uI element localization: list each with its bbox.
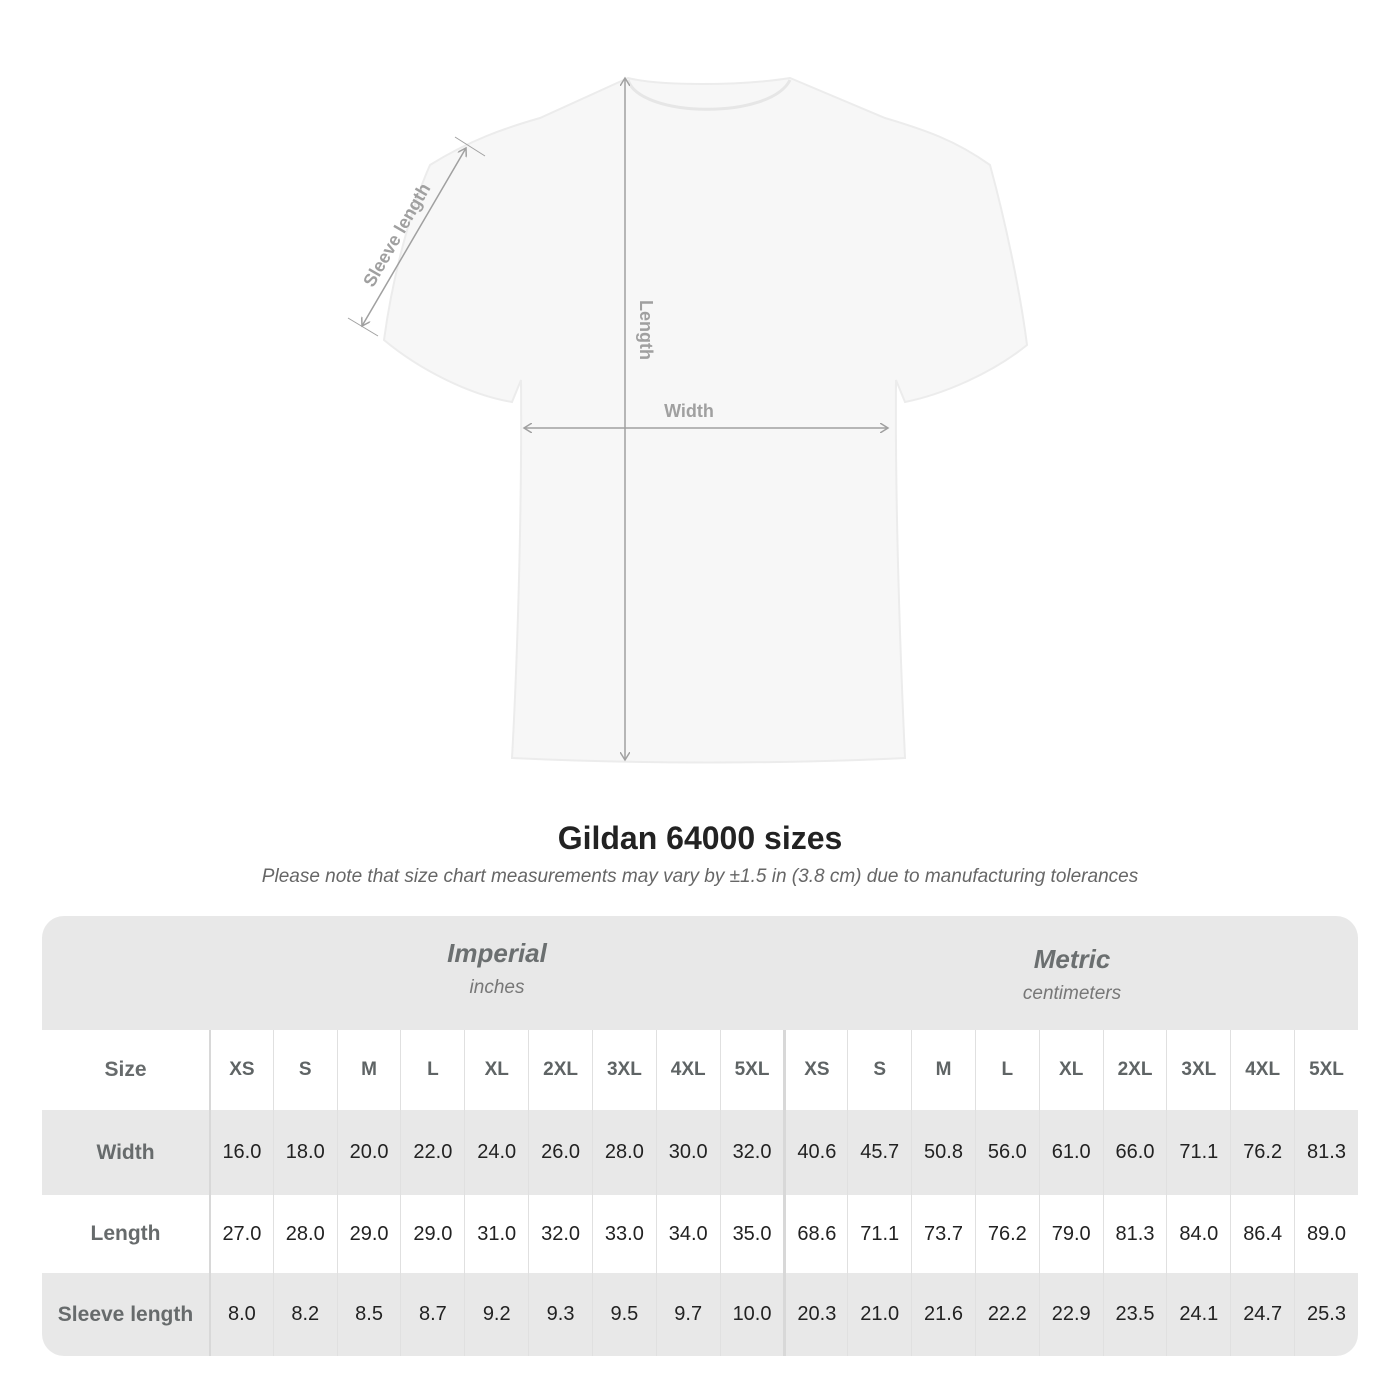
metric-value-cell: 21.0 bbox=[847, 1273, 911, 1356]
imperial-size-header: M bbox=[336, 1030, 401, 1110]
imperial-group: Imperial inches bbox=[209, 938, 785, 999]
table-row: Sleeve length 8.0 8.2 8.5 8.7 9.2 9.3 9.5 9.7 10.… bbox=[42, 1273, 1358, 1356]
sleeve-guide-tick bbox=[347, 317, 379, 337]
imperial-value-cell: 34.0 bbox=[655, 1195, 720, 1273]
imperial-value-cell: 27.0 bbox=[209, 1195, 273, 1273]
table-row: Width 16.0 18.0 20.0 22.0 24.0 26.0 28.0 30.0 32.… bbox=[42, 1110, 1358, 1195]
metric-size-header: 2XL bbox=[1102, 1030, 1167, 1110]
imperial-value-cell: 8.2 bbox=[272, 1273, 337, 1356]
row-label: Width bbox=[96, 1140, 155, 1164]
imperial-value-cell: 9.2 bbox=[464, 1273, 528, 1356]
imperial-value-cell: 31.0 bbox=[464, 1195, 528, 1273]
imperial-size-header: XS bbox=[209, 1030, 273, 1110]
imperial-value-cell: 8.5 bbox=[336, 1273, 401, 1356]
imperial-value-cell: 30.0 bbox=[655, 1110, 720, 1195]
metric-size-header: XL bbox=[1038, 1030, 1103, 1110]
metric-value-cell: 79.0 bbox=[1038, 1195, 1103, 1273]
imperial-size-header: XL bbox=[464, 1030, 528, 1110]
sleeve-guide bbox=[362, 148, 466, 326]
metric-value-cell: 81.3 bbox=[1294, 1110, 1358, 1195]
metric-value-cell: 22.9 bbox=[1038, 1273, 1103, 1356]
metric-title: Metric bbox=[1033, 944, 1111, 974]
metric-size-header: L bbox=[974, 1030, 1039, 1110]
tshirt-diagram: Sleeve length Length Width bbox=[347, 0, 1029, 764]
imperial-value-cell: 9.5 bbox=[591, 1273, 656, 1356]
tolerance-note: Please note that size chart measurements… bbox=[261, 866, 1139, 887]
metric-value-cell: 66.0 bbox=[1102, 1110, 1167, 1195]
collar bbox=[626, 79, 792, 111]
metric-size-header: S bbox=[847, 1030, 911, 1110]
imperial-size-header: 4XL bbox=[655, 1030, 720, 1110]
imperial-value-cell: 9.3 bbox=[528, 1273, 592, 1356]
imperial-value-cell: 29.0 bbox=[400, 1195, 464, 1273]
metric-size-header: 5XL bbox=[1294, 1030, 1358, 1110]
metric-value-cell: 20.3 bbox=[783, 1273, 847, 1356]
metric-value-cell: 76.2 bbox=[1230, 1110, 1294, 1195]
metric-value-cell: 71.1 bbox=[1166, 1110, 1230, 1195]
metric-value-cell: 86.4 bbox=[1230, 1195, 1294, 1273]
metric-value-cell: 22.2 bbox=[974, 1273, 1039, 1356]
imperial-value-cell: 24.0 bbox=[464, 1110, 528, 1195]
size-header-row: Size XS S M L XL 2XL 3XL 4XL 5XL XS S M L XL 2XL 3XL 4XL 5… bbox=[42, 1030, 1358, 1110]
metric-value-cell: 71.1 bbox=[847, 1195, 911, 1273]
metric-value-cell: 76.2 bbox=[974, 1195, 1039, 1273]
row-label: Length bbox=[90, 1222, 161, 1245]
imperial-size-header: S bbox=[272, 1030, 337, 1110]
imperial-value-cell: 28.0 bbox=[272, 1195, 337, 1273]
metric-value-cell: 56.0 bbox=[974, 1110, 1039, 1195]
metric-value-cell: 81.3 bbox=[1102, 1195, 1167, 1273]
length-label: Length bbox=[636, 300, 656, 360]
metric-group: Metric centimeters bbox=[785, 944, 1358, 1005]
imperial-value-cell: 16.0 bbox=[209, 1110, 273, 1195]
page-title: Gildan 64000 sizes bbox=[557, 820, 843, 856]
metric-value-cell: 68.6 bbox=[783, 1195, 847, 1273]
metric-value-cell: 40.6 bbox=[783, 1110, 847, 1195]
imperial-value-cell: 22.0 bbox=[400, 1110, 464, 1195]
sleeve-guide-tick bbox=[454, 136, 486, 157]
imperial-value-cell: 28.0 bbox=[591, 1110, 656, 1195]
row-label: Sleeve length bbox=[57, 1302, 194, 1326]
metric-value-cell: 61.0 bbox=[1038, 1110, 1103, 1195]
imperial-size-header: L bbox=[400, 1030, 464, 1110]
imperial-unit: inches bbox=[469, 977, 525, 998]
imperial-value-cell: 35.0 bbox=[719, 1195, 784, 1273]
metric-value-cell: 24.1 bbox=[1166, 1273, 1230, 1356]
imperial-value-cell: 32.0 bbox=[719, 1110, 784, 1195]
imperial-size-header: 5XL bbox=[719, 1030, 784, 1110]
imperial-value-cell: 8.7 bbox=[400, 1273, 464, 1356]
metric-size-header: XS bbox=[783, 1030, 847, 1110]
metric-value-cell: 45.7 bbox=[847, 1110, 911, 1195]
imperial-value-cell: 9.7 bbox=[655, 1273, 720, 1356]
row-label: Size bbox=[104, 1058, 147, 1081]
imperial-value-cell: 33.0 bbox=[591, 1195, 656, 1273]
metric-size-header: M bbox=[911, 1030, 975, 1110]
imperial-value-cell: 8.0 bbox=[209, 1273, 273, 1356]
imperial-value-cell: 18.0 bbox=[272, 1110, 337, 1195]
metric-value-cell: 21.6 bbox=[911, 1273, 975, 1356]
imperial-size-header: 3XL bbox=[591, 1030, 656, 1110]
width-label: Width bbox=[664, 401, 714, 421]
size-table: Imperial inches Metric centimeters Size X… bbox=[42, 916, 1358, 1356]
imperial-size-header: 2XL bbox=[528, 1030, 592, 1110]
table-row: Length 27.0 28.0 29.0 29.0 31.0 32.0 33.0 34.0 35… bbox=[42, 1195, 1358, 1273]
imperial-value-cell: 20.0 bbox=[336, 1110, 401, 1195]
unit-header: Imperial inches Metric centimeters bbox=[42, 916, 1358, 1030]
metric-size-header: 4XL bbox=[1230, 1030, 1294, 1110]
metric-value-cell: 24.7 bbox=[1230, 1273, 1294, 1356]
tshirt-shape bbox=[382, 76, 1029, 764]
imperial-title: Imperial bbox=[447, 938, 547, 968]
metric-value-cell: 73.7 bbox=[911, 1195, 975, 1273]
metric-value-cell: 50.8 bbox=[911, 1110, 975, 1195]
metric-value-cell: 23.5 bbox=[1102, 1273, 1167, 1356]
imperial-value-cell: 10.0 bbox=[719, 1273, 784, 1356]
metric-value-cell: 25.3 bbox=[1294, 1273, 1358, 1356]
metric-unit: centimeters bbox=[1022, 983, 1122, 1004]
imperial-value-cell: 26.0 bbox=[528, 1110, 592, 1195]
metric-value-cell: 89.0 bbox=[1294, 1195, 1358, 1273]
metric-value-cell: 84.0 bbox=[1166, 1195, 1230, 1273]
metric-size-header: 3XL bbox=[1166, 1030, 1230, 1110]
imperial-value-cell: 32.0 bbox=[528, 1195, 592, 1273]
imperial-value-cell: 29.0 bbox=[336, 1195, 401, 1273]
